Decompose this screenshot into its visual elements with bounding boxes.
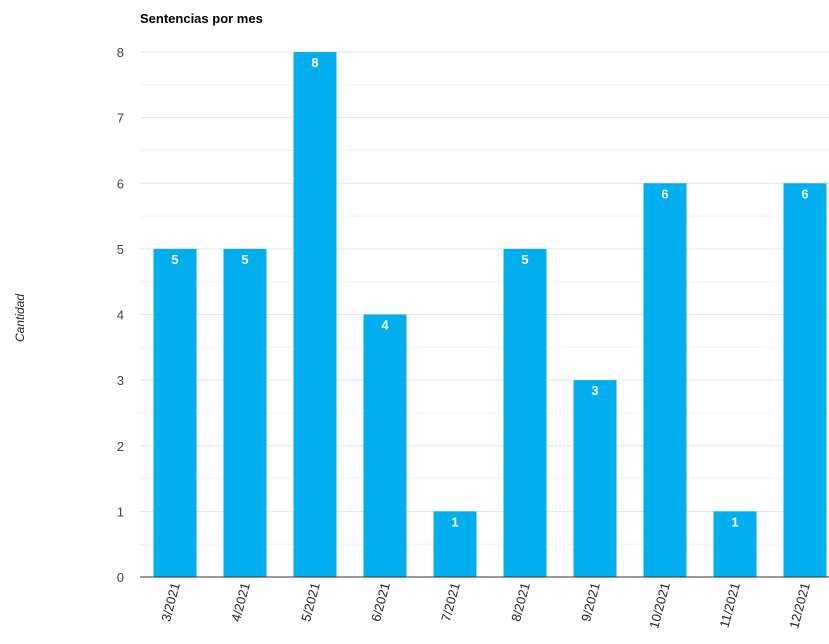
bar	[153, 248, 197, 577]
x-tick-label: 4/2021	[228, 581, 253, 623]
data-label: 1	[731, 514, 738, 529]
x-tick-label: 6/2021	[368, 581, 393, 623]
bar	[503, 248, 547, 577]
bar	[643, 183, 687, 577]
bar	[713, 511, 757, 577]
x-tick-label: 11/2021	[716, 581, 742, 629]
chart-title: Sentencias por mes	[140, 11, 263, 26]
x-axis-ticks: 3/2021 4/2021 5/2021 6/2021 7/2021 8/2021 9/20…	[158, 581, 813, 630]
y-tick-label: 0	[117, 570, 124, 585]
data-label: 8	[311, 55, 318, 70]
y-tick-label: 5	[117, 242, 124, 257]
bar	[573, 380, 617, 577]
data-label: 5	[521, 252, 528, 267]
x-tick-label: 10/2021	[646, 581, 673, 630]
y-tick-label: 8	[117, 45, 124, 60]
data-label: 3	[591, 383, 598, 398]
y-axis-label: Cantidad	[13, 294, 27, 342]
x-tick-label: 7/2021	[438, 581, 463, 623]
data-label: 5	[241, 252, 248, 267]
y-tick-label: 4	[117, 308, 124, 323]
data-label: 6	[801, 186, 808, 201]
bar	[223, 248, 267, 577]
x-tick-label: 5/2021	[298, 581, 323, 623]
y-tick-label: 6	[117, 176, 124, 191]
y-axis-ticks: 0 1 2 3 4 5 6 7 8	[117, 45, 124, 585]
y-tick-label: 2	[117, 439, 124, 454]
data-label: 6	[661, 186, 668, 201]
data-labels: 5 5 8 4 1 5 3 6 1 6	[171, 55, 808, 529]
x-tick-label: 3/2021	[158, 581, 183, 623]
y-tick-label: 1	[117, 504, 124, 519]
data-label: 4	[381, 318, 389, 333]
x-tick-label: 12/2021	[786, 581, 813, 630]
x-tick-label: 9/2021	[578, 581, 603, 623]
bars	[153, 52, 827, 577]
bar	[433, 511, 477, 577]
y-tick-label: 3	[117, 373, 124, 388]
data-label: 5	[171, 252, 178, 267]
y-tick-label: 7	[117, 111, 124, 126]
bar	[783, 183, 827, 577]
bar	[363, 314, 407, 577]
data-label: 1	[451, 514, 458, 529]
bar	[293, 52, 337, 577]
x-tick-label: 8/2021	[508, 581, 533, 623]
